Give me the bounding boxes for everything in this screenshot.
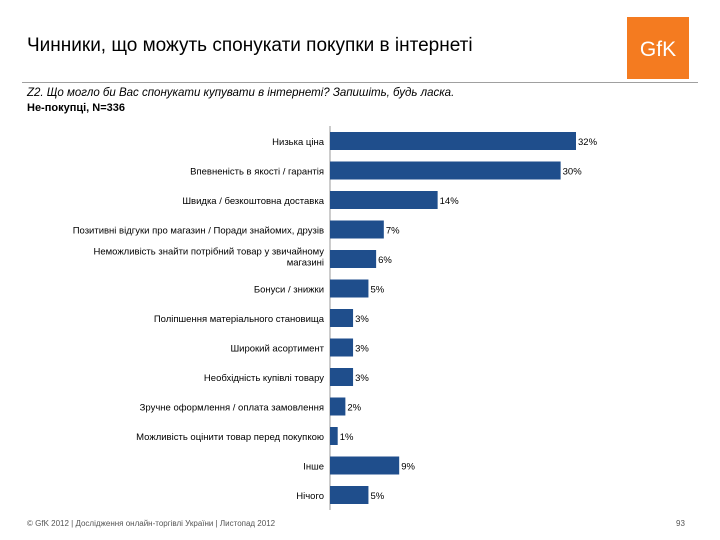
category-label: Неможливість знайти потрібний товар у зв… [93,247,324,258]
question-text: Z2. Що могло би Вас спонукати купувати в… [27,87,455,99]
data-label: 3% [355,344,369,355]
category-label: Бонуси / знижки [254,285,324,296]
category-label: Зручне оформлення / оплата замовлення [140,403,324,414]
data-label: 6% [378,255,392,266]
logo-text: GfK [640,38,676,61]
bar [330,220,384,239]
category-label: Нічого [296,491,324,502]
bar [330,191,438,209]
category-label: Низька ціна [272,137,325,148]
title-divider [22,82,698,83]
category-label: Необхідність купівлі товару [204,373,324,384]
category-label: Швидка / безкоштовна доставка [182,196,324,207]
gfk-logo: GfK [627,17,689,79]
data-label: 3% [355,373,369,384]
bar [330,250,377,268]
bar [330,338,354,357]
bar [330,456,400,475]
bar [330,368,354,386]
data-label: 5% [370,491,384,502]
bar [330,397,346,416]
page-title: Чинники, що можуть спонукати покупки в і… [27,35,473,56]
data-label: 9% [401,462,415,473]
category-label: Впевненість в якості / гарантія [190,167,324,178]
bar [330,309,354,327]
data-label: 1% [340,432,354,443]
data-label: 32% [578,137,598,148]
bar [330,279,369,298]
bar [330,427,338,445]
bar [330,161,561,180]
category-label: Поліпшення матеріального становища [154,314,325,325]
data-label: 2% [347,403,361,414]
data-label: 5% [370,285,384,296]
category-label: Інше [303,462,324,473]
sample-base: Не-покупці, N=336 [27,102,126,114]
data-label: 7% [386,226,400,237]
data-label: 30% [563,167,583,178]
logo-background [627,17,689,79]
bar [330,486,369,504]
page-number: 93 [676,519,685,528]
data-label: 3% [355,314,369,325]
category-label: Можливість оцінити товар перед покупкою [136,432,324,443]
category-label: магазині [287,258,324,269]
footer-copyright: © GfK 2012 | Дослідження онлайн-торгівлі… [27,519,276,528]
category-label: Позитивні відгуки про магазин / Поради з… [73,226,324,237]
data-label: 14% [440,196,460,207]
bar [330,132,576,150]
category-label: Широкий асортимент [230,344,324,355]
